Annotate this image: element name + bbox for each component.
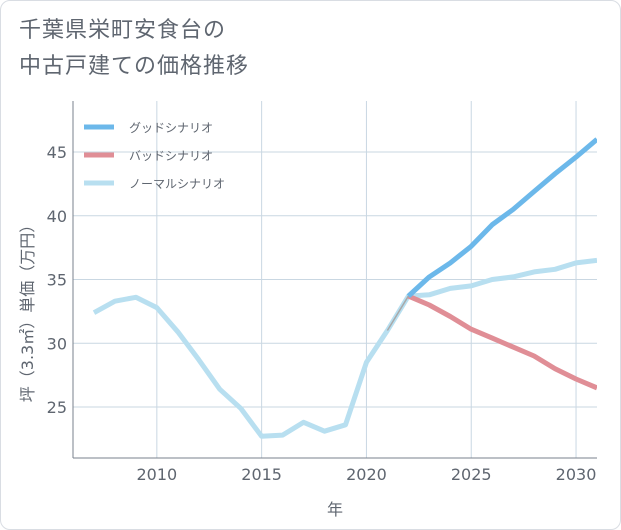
- series-line-bad: [407, 293, 597, 391]
- y-tick-labels: 25 30 35 40 45: [47, 143, 67, 417]
- series-line-normal: [92, 257, 597, 439]
- y-tick-label-30: 30: [47, 334, 67, 353]
- y-tick-label-40: 40: [47, 207, 67, 226]
- legend-label-bad: バッドシナリオ: [129, 149, 213, 163]
- legend-label-normal: ノーマルシナリオ: [129, 177, 225, 191]
- x-tick-label-2025: 2025: [451, 465, 492, 484]
- axes: [72, 101, 597, 459]
- series-lines: [92, 137, 597, 439]
- chart-title-line1: 千葉県栄町安食台の: [19, 18, 227, 43]
- y-tick-label-25: 25: [47, 398, 67, 417]
- connector-line: [386, 295, 410, 331]
- y-tick-label-35: 35: [47, 271, 67, 290]
- x-tick-label-2020: 2020: [346, 465, 387, 484]
- y-tick-label-45: 45: [47, 143, 67, 162]
- chart-title: 千葉県栄町安食台の 中古戸建ての価格推移: [19, 13, 249, 85]
- y-axis-label: 坪（3.3㎡）単価（万円）: [18, 217, 37, 402]
- chart-title-line2: 中古戸建ての価格推移: [19, 54, 250, 79]
- x-tick-label-2015: 2015: [241, 465, 282, 484]
- x-tick-labels: 2010 2015 2020 2025 2030: [136, 465, 596, 484]
- x-tick-label-2010: 2010: [136, 465, 177, 484]
- series-line-good: [406, 137, 597, 298]
- x-axis-label: 年: [327, 500, 343, 519]
- legend-label-good: グッドシナリオ: [129, 121, 213, 135]
- x-tick-label-2030: 2030: [556, 465, 597, 484]
